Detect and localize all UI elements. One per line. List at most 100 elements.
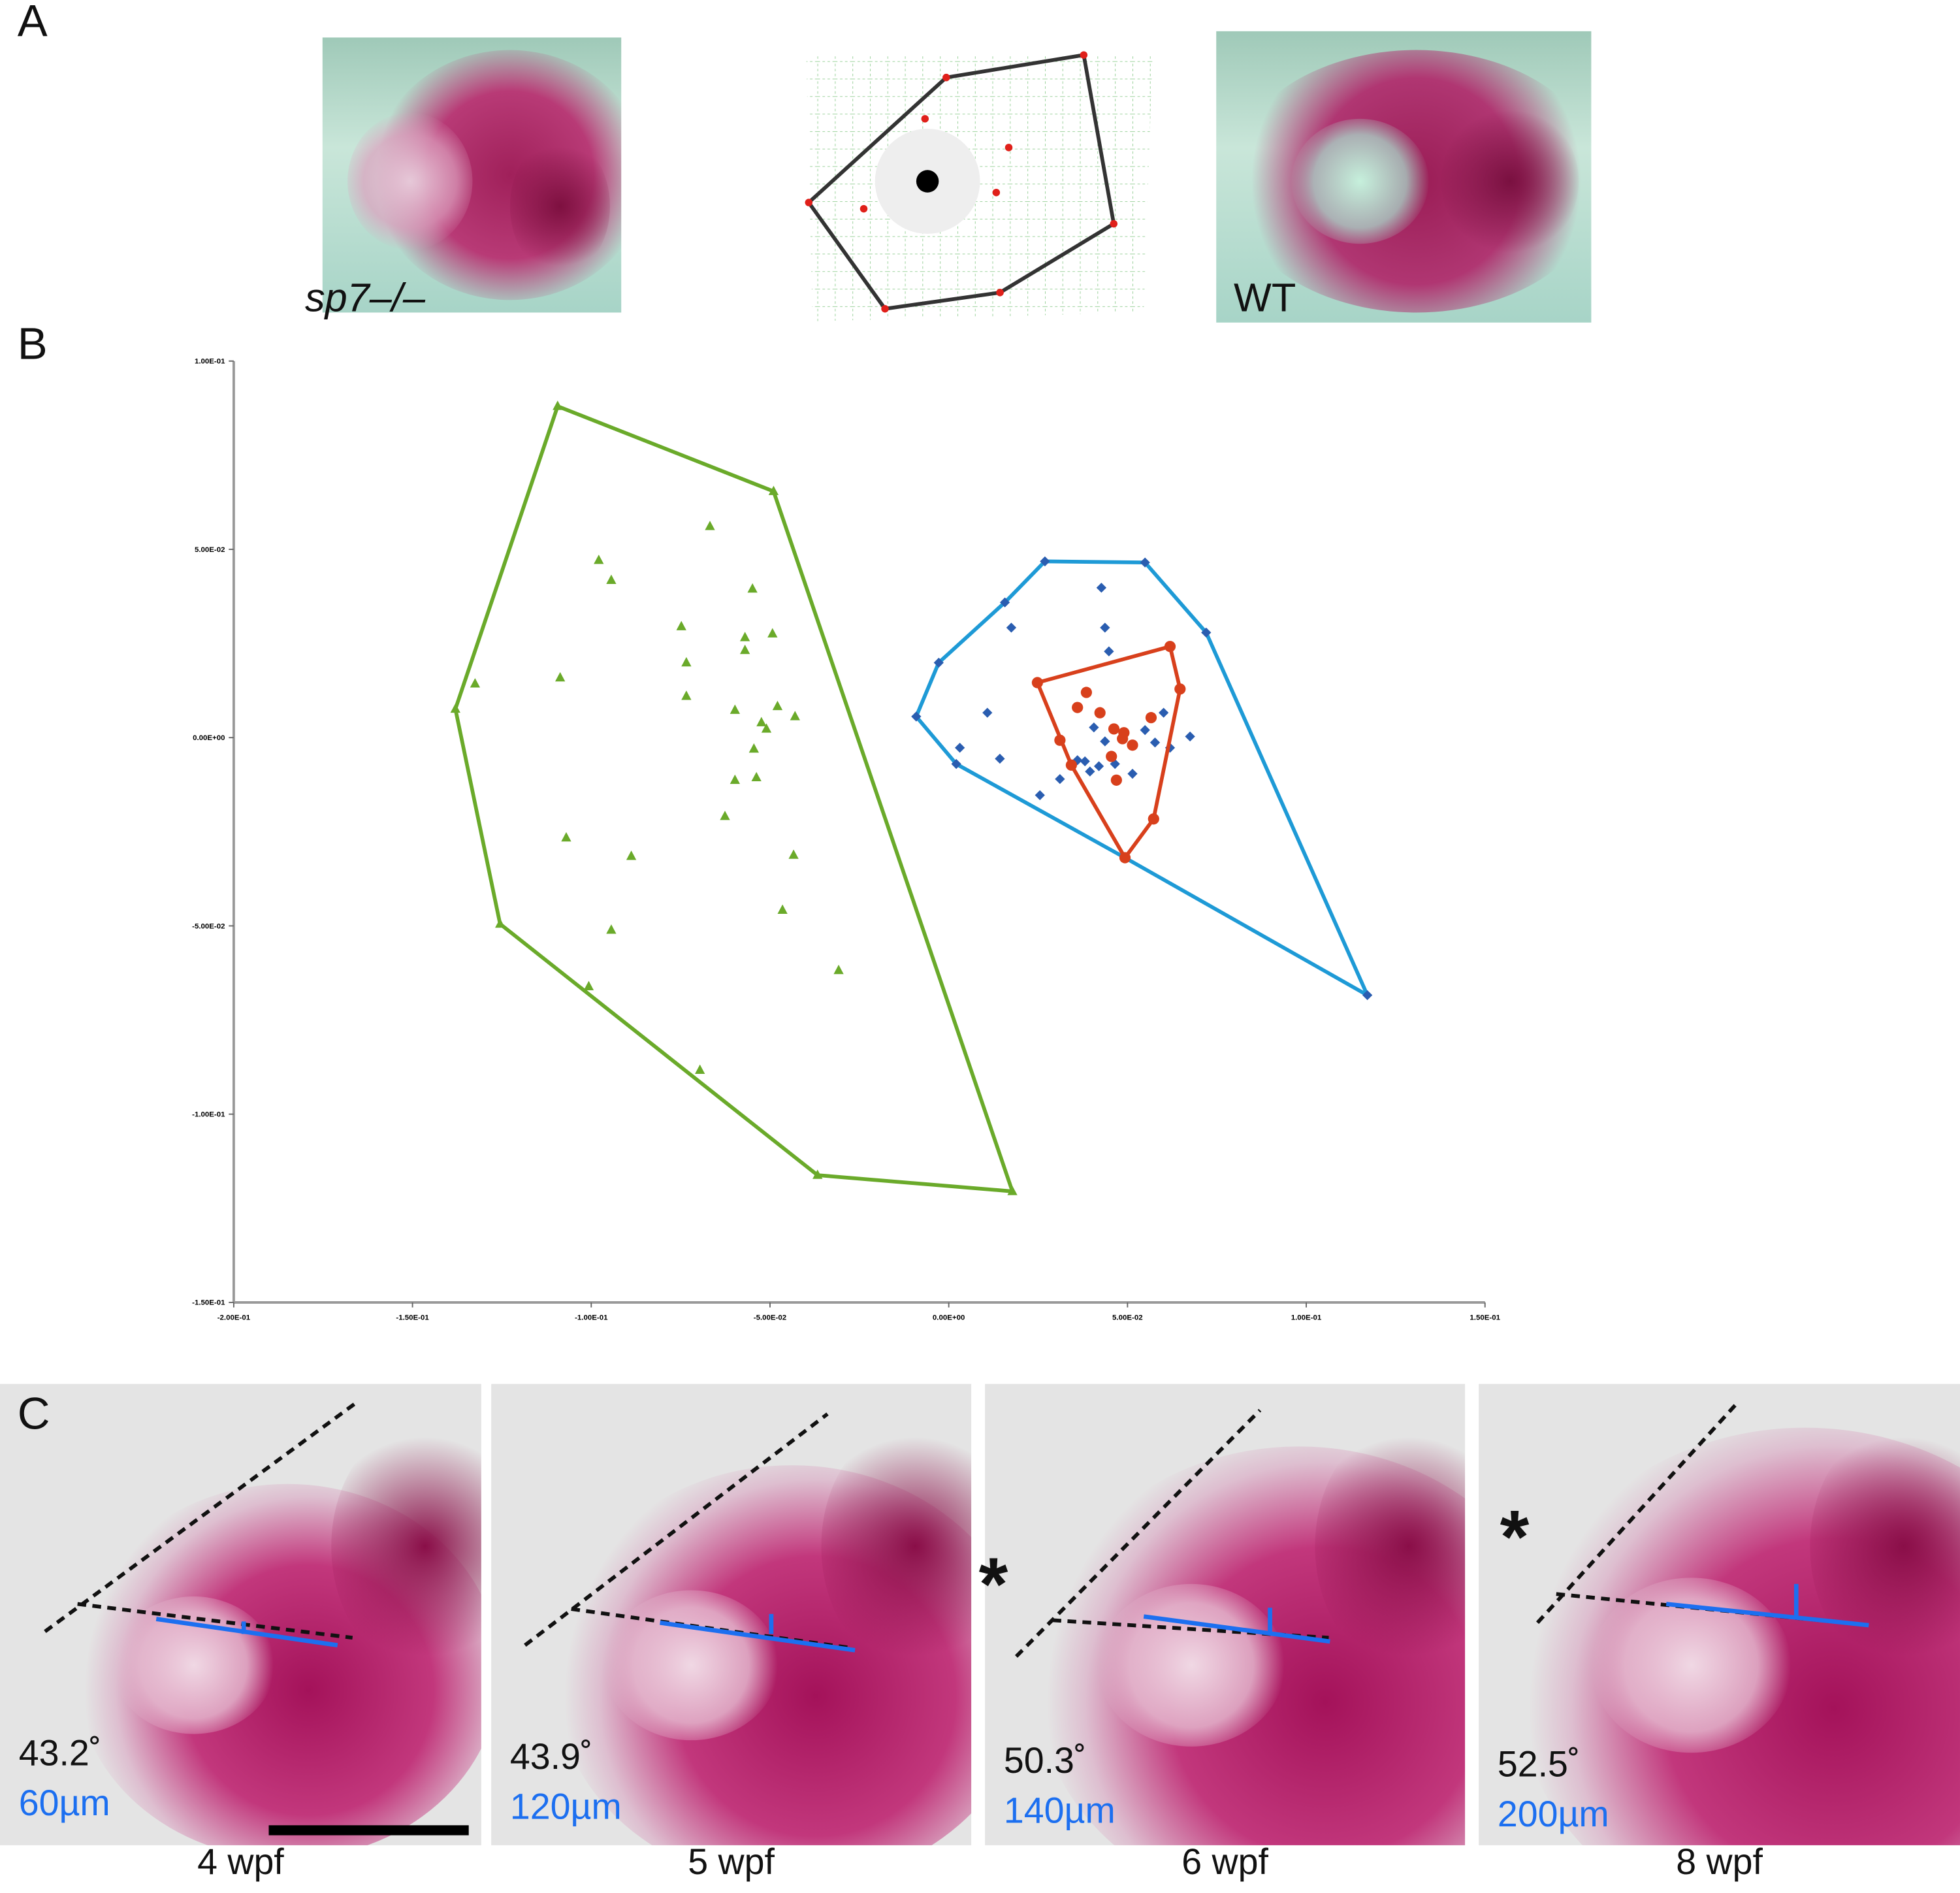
x-tick-label: -1.50E-01 <box>396 1314 429 1322</box>
stage-label: 4 wpf <box>197 1843 284 1883</box>
mutant-genotype-label: sp7–/– <box>304 275 425 320</box>
x-tick-label: 5.00E-02 <box>1112 1314 1143 1322</box>
blue-data-point <box>1055 773 1065 785</box>
green-data-point <box>705 521 715 530</box>
red-hull-point <box>1065 759 1078 771</box>
red-data-point <box>1072 702 1084 713</box>
stage-label: 5 wpf <box>688 1843 775 1883</box>
y-tick-label: 0.00E+00 <box>193 734 225 742</box>
green-data-point <box>561 832 571 842</box>
wt-skull-photo <box>1216 31 1592 323</box>
red-data-point <box>1145 712 1157 724</box>
green-data-point <box>583 980 594 990</box>
grid-center-dot <box>916 170 939 193</box>
stage-label: 8 wpf <box>1676 1843 1763 1883</box>
series-blue <box>911 556 1373 1001</box>
green-hull-point <box>812 1169 823 1179</box>
green-hull-point <box>495 918 506 928</box>
blue-data-point <box>1140 725 1150 736</box>
red-hull-point <box>1164 641 1176 653</box>
blue-data-point <box>995 753 1005 764</box>
blue-convex-hull <box>914 559 1370 997</box>
blue-data-point <box>1006 623 1017 633</box>
red-data-point <box>1080 687 1093 698</box>
blue-data-point <box>954 743 965 753</box>
blue-data-point <box>982 707 993 718</box>
green-data-point <box>470 678 481 688</box>
blue-data-point <box>1085 766 1095 777</box>
red-hull-point <box>1119 852 1131 864</box>
pca-scatter-chart: 1.00E-01 5.00E-02 0.00E+00 -5.00E-02 -1.00E-… <box>192 358 1500 1322</box>
green-data-point <box>767 628 778 638</box>
green-data-point <box>720 811 730 820</box>
x-tick-label: -2.00E-01 <box>217 1314 251 1322</box>
red-data-point <box>1106 751 1117 762</box>
y-tick-label: -1.50E-01 <box>192 1299 225 1307</box>
blue-data-point <box>1035 790 1045 801</box>
gap-length-label: 200µm <box>1497 1795 1609 1836</box>
x-tick-label: -1.00E-01 <box>575 1314 608 1322</box>
red-data-point <box>1117 733 1129 745</box>
green-data-point <box>606 924 617 934</box>
panel-label-c: C <box>17 1387 50 1439</box>
blue-data-point <box>1185 731 1195 742</box>
deformation-grid <box>805 51 1153 321</box>
x-tick-label: 1.50E-01 <box>1470 1314 1500 1322</box>
asterisk-marker: * <box>978 1542 1008 1626</box>
green-data-point <box>730 704 740 714</box>
y-tick-label: 5.00E-02 <box>195 546 225 554</box>
blue-data-point <box>1149 737 1161 748</box>
green-data-point <box>681 656 692 667</box>
x-tick-label: 1.00E-01 <box>1291 1314 1322 1322</box>
blue-hull-point <box>1201 627 1212 638</box>
blue-data-point <box>1158 707 1169 718</box>
green-convex-hull <box>453 404 1014 1193</box>
jaw-angle-label: 43.2˚ <box>18 1734 102 1774</box>
red-hull-point <box>1174 683 1186 695</box>
asterisk-marker: * <box>1500 1495 1530 1579</box>
red-data-point <box>1127 739 1138 751</box>
x-tick-label: -5.00E-02 <box>754 1314 786 1322</box>
x-tick-label: 0.00E+00 <box>933 1314 965 1322</box>
blue-data-point <box>1100 623 1110 633</box>
blue-data-point <box>1096 583 1107 593</box>
axes: 1.00E-01 5.00E-02 0.00E+00 -5.00E-02 -1.00E-… <box>192 358 1500 1322</box>
green-hull-point <box>768 485 779 495</box>
green-data-point <box>695 1064 705 1074</box>
red-data-point <box>1054 734 1066 746</box>
green-data-point <box>756 717 767 726</box>
y-tick-label: -5.00E-02 <box>192 922 225 930</box>
blue-data-point <box>1089 722 1099 733</box>
jaw-angle-label: 50.3˚ <box>1003 1741 1087 1782</box>
red-hull-point <box>1148 813 1159 825</box>
y-tick-label: 1.00E-01 <box>195 358 225 366</box>
panel-label-a: A <box>17 0 48 46</box>
green-data-point <box>554 671 566 682</box>
green-data-point <box>606 574 617 584</box>
green-data-point <box>730 774 740 785</box>
green-data-point <box>772 700 783 711</box>
blue-hull-point <box>933 657 944 668</box>
blue-data-point <box>1104 646 1114 656</box>
blue-hull-point <box>999 597 1010 607</box>
gap-length-label: 140µm <box>1003 1791 1116 1832</box>
blue-data-point <box>1127 768 1138 779</box>
green-data-point <box>739 644 750 655</box>
green-data-point <box>676 621 686 630</box>
green-hull-point <box>553 400 563 410</box>
green-data-point <box>681 690 692 700</box>
skull-photo-4-wpf <box>0 1383 481 1845</box>
stage-label: 6 wpf <box>1181 1843 1268 1883</box>
green-data-point <box>788 849 799 859</box>
red-hull-point <box>1031 677 1044 688</box>
jaw-angle-label: 52.5˚ <box>1497 1745 1581 1786</box>
panel-label-b: B <box>17 317 48 369</box>
wt-genotype-label: WT <box>1234 275 1296 320</box>
green-data-point <box>790 711 800 720</box>
blue-data-point <box>1080 756 1090 767</box>
red-data-point <box>1108 723 1120 735</box>
green-data-point <box>626 850 637 860</box>
sp7-mutant-skull-photo <box>322 37 622 313</box>
green-data-point <box>747 583 758 593</box>
green-data-point <box>748 743 759 753</box>
